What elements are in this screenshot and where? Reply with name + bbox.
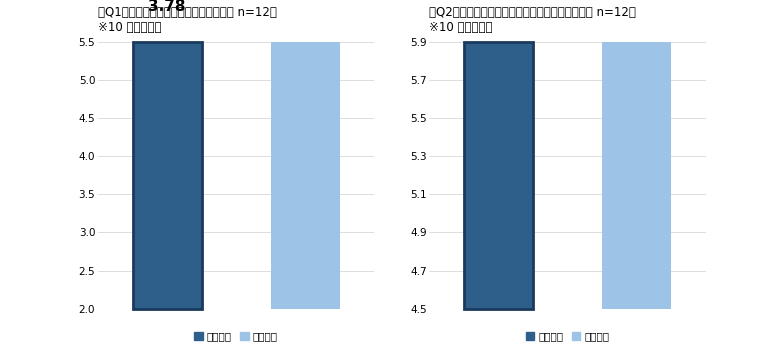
Bar — [602, 0, 671, 309]
Text: 3.78: 3.78 — [148, 0, 186, 14]
Text: 》Q2》仕事に対してやる気を感じましたか（各群 n=12）
※10 点満点評価: 》Q2》仕事に対してやる気を感じましたか（各群 n=12） ※10 点満点評価 — [430, 6, 637, 34]
Text: 》Q1》日中の眠気を感じましたか（各群 n=12）
※10 点満点評価: 》Q1》日中の眠気を感じましたか（各群 n=12） ※10 点満点評価 — [98, 6, 277, 34]
Legend: 休息あり, 休息なし: 休息あり, 休息なし — [524, 330, 612, 344]
Bar — [132, 20, 201, 309]
Bar — [132, 42, 201, 309]
Bar — [464, 0, 533, 309]
Bar — [270, 0, 339, 309]
Bar — [464, 42, 533, 309]
Legend: 休息あり, 休息なし: 休息あり, 休息なし — [192, 330, 280, 344]
